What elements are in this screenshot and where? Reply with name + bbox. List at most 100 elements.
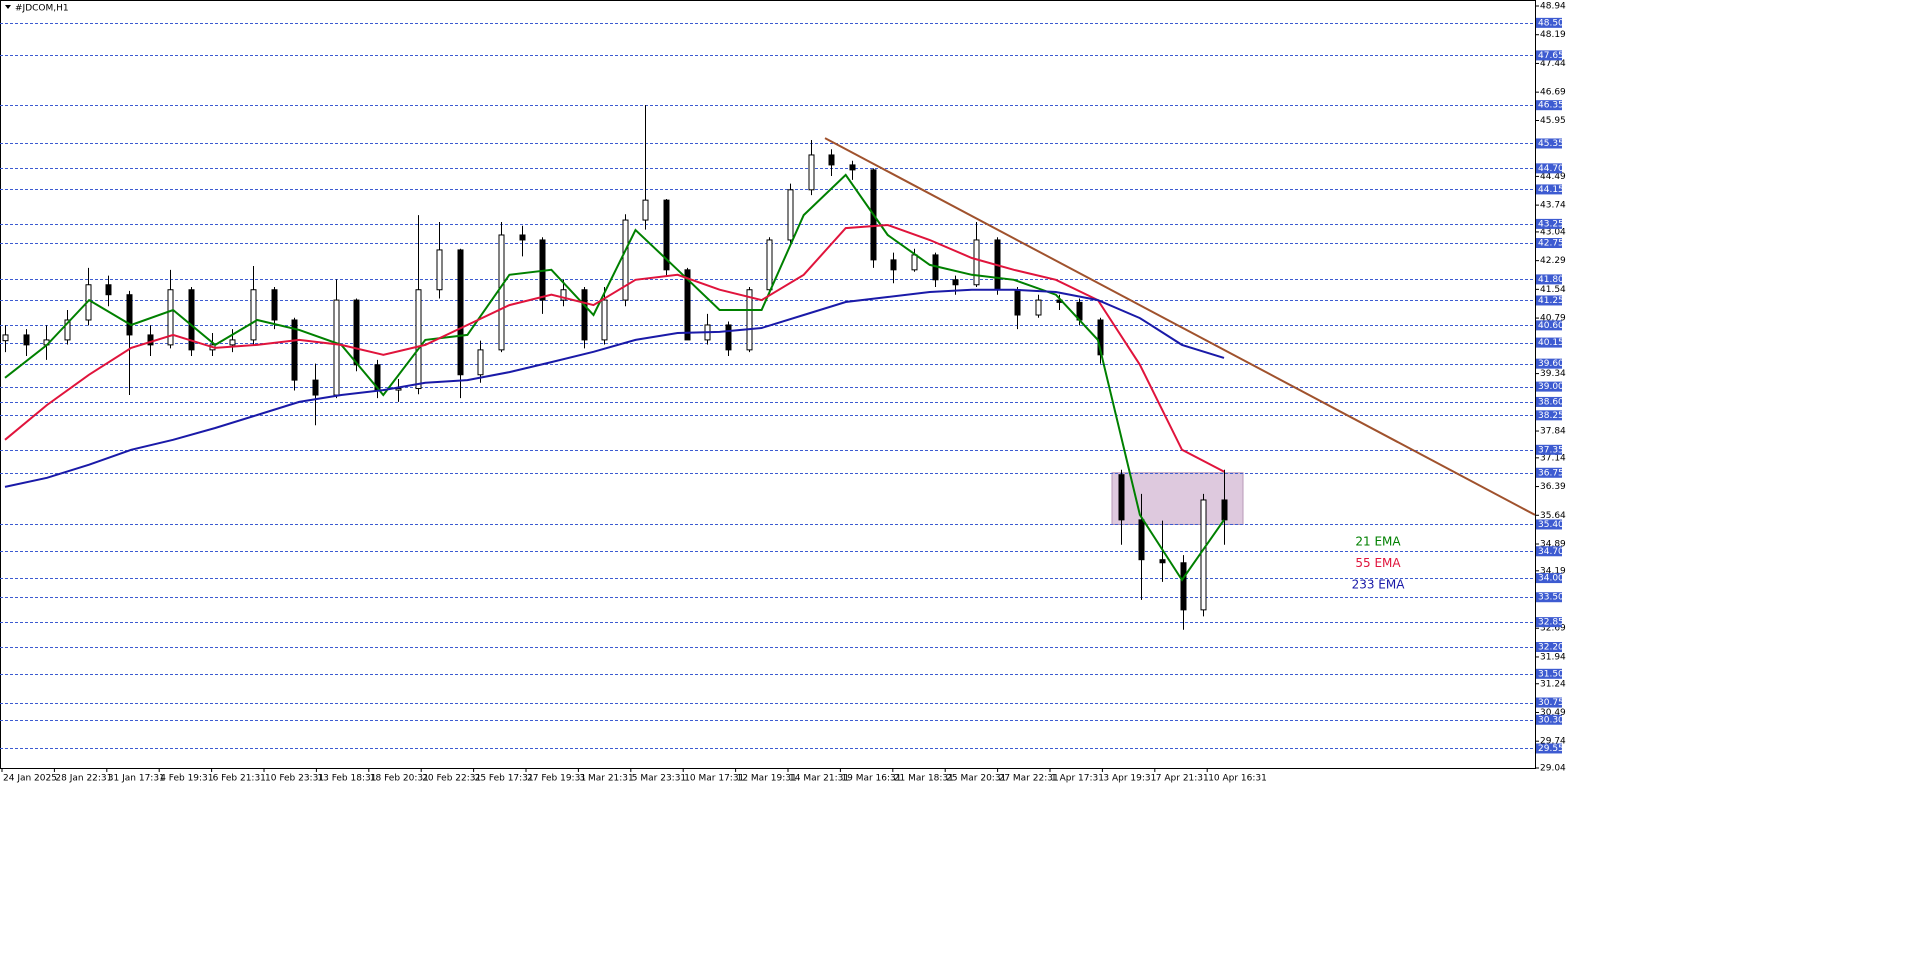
candle-body bbox=[1035, 299, 1042, 316]
candle-body bbox=[457, 249, 464, 376]
legend-label: 55 EMA bbox=[1355, 556, 1401, 570]
candle-body bbox=[1159, 559, 1166, 564]
candle-body bbox=[684, 269, 691, 341]
x-tick-label: 5 Mar 23:31 bbox=[632, 774, 686, 784]
level-label: 44.15 bbox=[1538, 185, 1564, 195]
candle-body bbox=[436, 249, 443, 291]
zone bbox=[1111, 472, 1244, 525]
level-label: 46.35 bbox=[1538, 101, 1564, 111]
level-label-bg bbox=[1536, 668, 1562, 679]
candle-body bbox=[1014, 289, 1021, 316]
level-label-bg bbox=[1536, 743, 1562, 754]
x-tick-label: 7 Apr 21:31 bbox=[1156, 774, 1209, 784]
x-tick-label: 27 Mar 22:31 bbox=[999, 774, 1059, 784]
y-tick-label: 34.89 bbox=[1540, 539, 1566, 549]
x-tick-label: 10 Apr 16:31 bbox=[1208, 774, 1267, 784]
y-tick-label: 48.19 bbox=[1540, 30, 1566, 40]
x-tick-label: 18 Feb 20:31 bbox=[370, 774, 429, 784]
y-tick-label: 41.54 bbox=[1540, 285, 1566, 295]
y-tick-label: 48.94 bbox=[1540, 2, 1566, 12]
candle-body bbox=[395, 388, 402, 391]
candle-body bbox=[1221, 499, 1228, 521]
level-label-bg bbox=[1536, 274, 1562, 285]
x-tick-label: 4 Feb 19:31 bbox=[160, 774, 213, 784]
level-label-bg bbox=[1536, 519, 1562, 530]
candle-body bbox=[167, 289, 174, 346]
candle-body bbox=[2, 334, 9, 342]
level-label: 29.55 bbox=[1538, 744, 1564, 754]
candle-body bbox=[312, 379, 319, 396]
x-tick-label: 25 Feb 17:31 bbox=[475, 774, 534, 784]
candle-body bbox=[890, 259, 897, 271]
y-tick-label: 31.94 bbox=[1540, 652, 1566, 662]
level-label-bg bbox=[1536, 184, 1562, 195]
level-label-bg bbox=[1536, 138, 1562, 149]
level-label: 31.50 bbox=[1538, 669, 1564, 679]
x-tick-label: 14 Mar 21:31 bbox=[789, 774, 849, 784]
y-tick-label: 40.79 bbox=[1540, 314, 1566, 324]
chart-title: #JDCOM,H1 bbox=[15, 4, 69, 14]
level-label: 39.60 bbox=[1538, 359, 1564, 369]
candle-body bbox=[250, 289, 257, 341]
level-label-bg bbox=[1536, 358, 1562, 369]
candle-body bbox=[1118, 474, 1125, 521]
candle-body bbox=[271, 289, 278, 321]
level-label-bg bbox=[1536, 295, 1562, 306]
x-tick-label: 10 Mar 17:31 bbox=[684, 774, 744, 784]
level-label-bg bbox=[1536, 410, 1562, 421]
level-label-bg bbox=[1536, 337, 1562, 348]
level-label-bg bbox=[1536, 641, 1562, 652]
y-tick-label: 47.44 bbox=[1540, 59, 1566, 69]
candle-body bbox=[725, 324, 732, 351]
candle-body bbox=[601, 299, 608, 341]
y-tick-label: 32.69 bbox=[1540, 624, 1566, 634]
title-arrow bbox=[5, 5, 11, 9]
level-label: 39.00 bbox=[1538, 382, 1564, 392]
candle-body bbox=[477, 349, 484, 376]
x-tick-label: 20 Feb 22:31 bbox=[422, 774, 481, 784]
x-tick-label: 10 Feb 23:31 bbox=[265, 774, 324, 784]
candle-body bbox=[642, 199, 649, 221]
level-label: 42.75 bbox=[1538, 239, 1564, 249]
y-tick-label: 34.19 bbox=[1540, 566, 1566, 576]
candle-body bbox=[126, 294, 133, 336]
level-label-bg bbox=[1536, 396, 1562, 407]
level-label-bg bbox=[1536, 163, 1562, 174]
plot-frame bbox=[0, 0, 1536, 769]
level-label: 35.40 bbox=[1538, 520, 1564, 530]
y-tick-label: 44.49 bbox=[1540, 172, 1566, 182]
x-tick-label: 21 Mar 18:31 bbox=[894, 774, 954, 784]
level-label: 30.30 bbox=[1538, 715, 1564, 725]
x-tick-label: 3 Apr 19:31 bbox=[1103, 774, 1156, 784]
legend-label: 21 EMA bbox=[1355, 535, 1401, 549]
candle-body bbox=[229, 339, 236, 346]
candle-body bbox=[333, 299, 340, 396]
level-label-bg bbox=[1536, 697, 1562, 708]
level-label: 34.70 bbox=[1538, 547, 1564, 557]
y-tick-label: 29.04 bbox=[1540, 764, 1566, 774]
x-tick-label: 12 Mar 19:31 bbox=[737, 774, 797, 784]
level-label-bg bbox=[1536, 444, 1562, 455]
y-tick-label: 37.84 bbox=[1540, 427, 1566, 437]
ema-line bbox=[4, 223, 1225, 473]
x-tick-label: 31 Jan 17:31 bbox=[108, 774, 165, 784]
candle-body bbox=[849, 164, 856, 171]
y-tick-label: 39.34 bbox=[1540, 369, 1566, 379]
candle-body bbox=[353, 299, 360, 366]
level-label-bg bbox=[1536, 381, 1562, 392]
level-label-bg bbox=[1536, 50, 1562, 61]
candle-body bbox=[498, 234, 505, 351]
candle-body bbox=[622, 219, 629, 301]
level-label-bg bbox=[1536, 573, 1562, 584]
candle-body bbox=[291, 319, 298, 381]
x-tick-label: 25 Mar 20:31 bbox=[946, 774, 1006, 784]
y-tick-label: 42.29 bbox=[1540, 256, 1566, 266]
level-label-bg bbox=[1536, 320, 1562, 331]
candle-body bbox=[560, 289, 567, 301]
level-label: 34.00 bbox=[1538, 574, 1564, 584]
candle-body bbox=[828, 154, 835, 166]
level-label: 33.50 bbox=[1538, 593, 1564, 603]
y-tick-label: 31.24 bbox=[1540, 679, 1566, 689]
level-label: 30.75 bbox=[1538, 698, 1564, 708]
